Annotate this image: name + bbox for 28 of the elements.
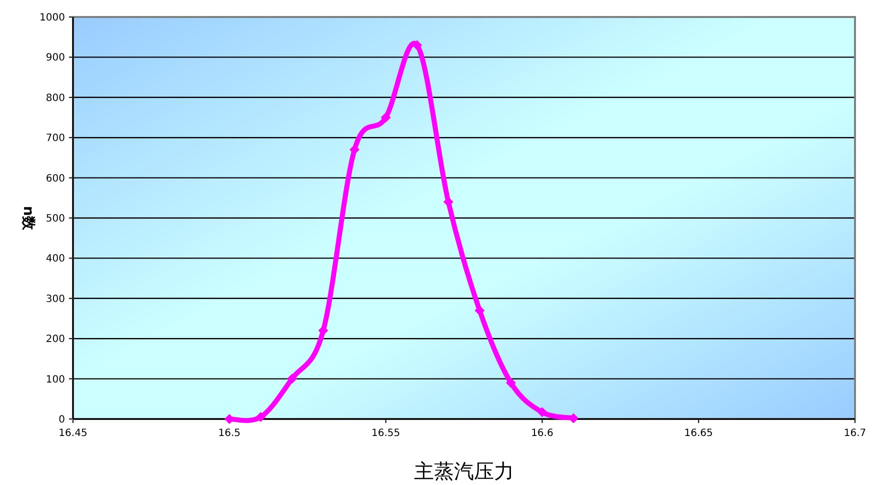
point [318,326,328,336]
y-tick-label: 800 [46,92,65,104]
y-tick-label: 200 [46,334,65,346]
y-tick-label: 100 [46,374,65,386]
x-axis-title: 主蒸汽压力 [414,459,514,483]
y-axis-title: n数 [20,206,36,231]
x-tick-label: 16.45 [58,428,88,439]
point [286,374,297,384]
point [350,144,360,155]
point [506,378,516,388]
y-tick-label: 0 [58,414,65,426]
x-tick-label: 16.5 [218,428,241,439]
y-tick-label: 900 [46,52,65,64]
y-tick-label: 700 [46,133,65,144]
point [537,407,548,418]
y-tick-label: 300 [46,294,65,305]
y-tick-label: 500 [46,214,65,224]
x-tick-label: 16.65 [684,428,713,439]
x-tick-label: 16.6 [531,428,554,439]
point [412,40,422,50]
x-tick-label: 16.7 [844,428,866,439]
y-tick-label: 1000 [40,12,65,24]
point [474,305,485,316]
y-tick-label: 600 [46,173,65,184]
point [380,112,391,122]
point [256,412,266,422]
y-tick-label: 400 [46,254,65,265]
x-tick-label: 16.55 [371,428,400,439]
